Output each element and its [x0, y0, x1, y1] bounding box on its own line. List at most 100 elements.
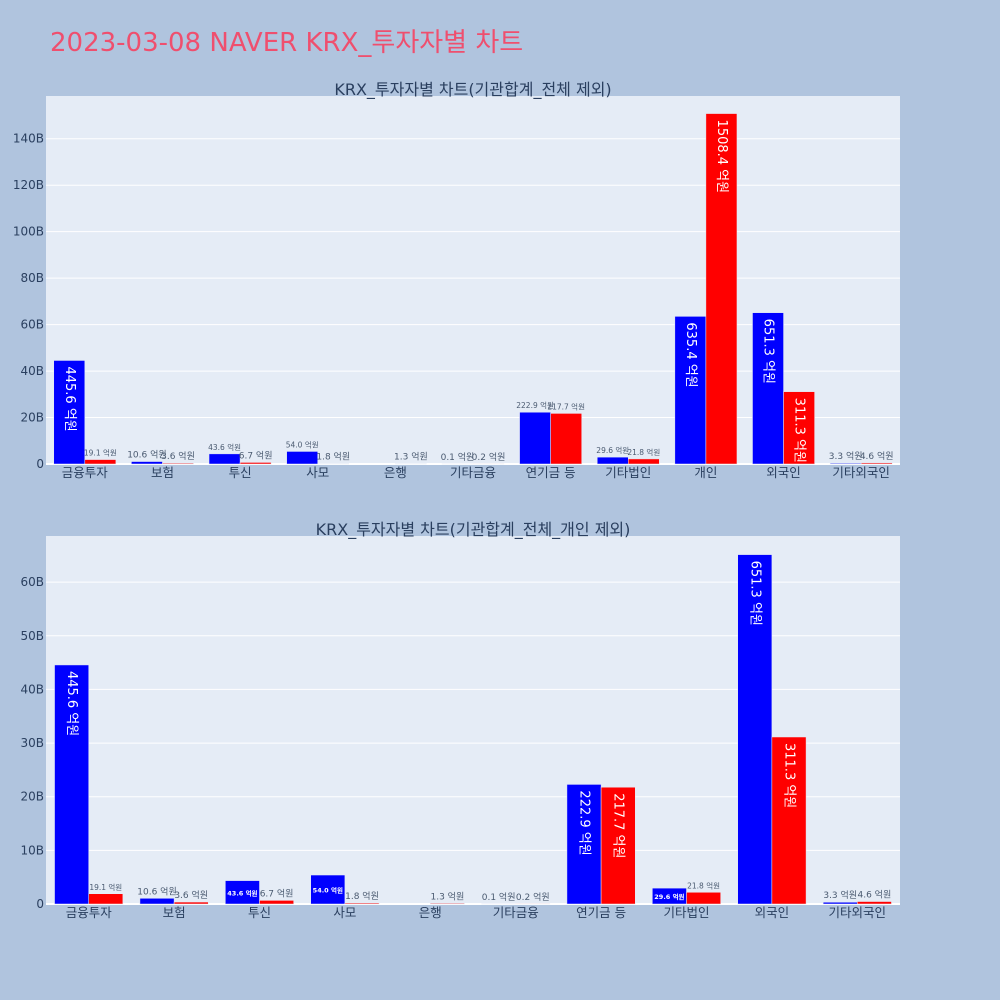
- chart-panel-bottom: KRX_투자자별 차트(기관합계_전체_개인 제외) 0 10B 20B 30B 40B 5…: [20, 520, 900, 920]
- y-tick-label: 140B: [13, 132, 44, 146]
- data-label: 4.6 억원: [858, 889, 892, 901]
- x-tick-label: 기타법인: [663, 905, 709, 920]
- y-tick-label: 40B: [20, 682, 44, 696]
- bar-sell: [430, 903, 465, 905]
- data-label: 4.6 억원: [860, 450, 894, 462]
- data-label: 43.6 억원: [227, 888, 257, 897]
- bar-sell: [628, 458, 660, 465]
- bar-sell: [686, 892, 721, 905]
- data-label: 651.3 억원: [761, 319, 776, 384]
- y-tick-label: 40B: [20, 364, 44, 378]
- data-label: 1.3 억원: [431, 890, 465, 902]
- chart-panel-top: KRX_투자자별 차트(기관합계_전체 제외) 0 20B 40B 60B 80B 100B…: [13, 80, 900, 480]
- x-tick-label: 기타금융: [493, 905, 539, 920]
- bar-buy: [54, 664, 89, 905]
- bar-buy: [208, 453, 241, 465]
- x-tick-label: 사모: [333, 905, 356, 920]
- data-label: 217.7 억원: [611, 793, 626, 858]
- x-tick-label: 사모: [306, 465, 329, 480]
- x-tick-label: 금융투자: [66, 905, 113, 920]
- data-label: 445.6 억원: [62, 366, 77, 431]
- bar-sell: [705, 113, 738, 465]
- data-label: 10.6 억원: [137, 885, 176, 897]
- x-tick-label: 보험: [151, 465, 174, 480]
- bar-sell: [259, 900, 294, 905]
- x-tick-label: 기타금융: [450, 465, 496, 480]
- data-label: 1.8 억원: [345, 890, 379, 902]
- bar-sell: [84, 459, 117, 465]
- x-tick-label: 외국인: [766, 465, 801, 480]
- x-tick-label: 연기금 등: [576, 905, 626, 920]
- data-label: 651.3 억원: [747, 561, 762, 626]
- y-tick-label: 50B: [20, 629, 44, 643]
- bar-sell: [600, 786, 636, 905]
- bar-buy: [822, 901, 858, 905]
- x-tick-label: 개인: [694, 465, 717, 480]
- data-label: 0.2 억원: [516, 891, 550, 903]
- bar-sell: [344, 902, 380, 905]
- y-tick-label: 100B: [13, 225, 44, 239]
- data-label: 0.1 억원: [482, 891, 516, 903]
- bar-buy: [53, 360, 86, 465]
- data-label: 21.8 억원: [627, 448, 660, 457]
- bar-buy: [286, 451, 318, 465]
- data-label: 3.6 억원: [161, 450, 195, 462]
- bar-sell: [783, 391, 815, 465]
- data-label: 54.0 억원: [286, 440, 319, 449]
- page-title: 2023-03-08 NAVER KRX_투자자별 차트: [50, 28, 524, 58]
- data-label: 6.7 억원: [260, 887, 294, 899]
- bar-sell: [239, 462, 272, 465]
- data-label: 445.6 억원: [64, 671, 79, 736]
- bar-buy: [225, 880, 260, 905]
- bar-sell: [88, 893, 124, 905]
- y-tick-label: 30B: [20, 736, 44, 750]
- y-tick-label: 20B: [20, 790, 44, 804]
- bar-sell: [857, 901, 892, 905]
- data-label: 19.1 억원: [84, 449, 117, 458]
- bar-buy: [829, 462, 862, 465]
- data-label: 222.9 억원: [577, 790, 592, 855]
- bar-buy: [519, 411, 551, 465]
- bar-sell: [860, 462, 893, 465]
- x-tick-label: 외국인: [755, 905, 790, 920]
- x-tick-label: 은행: [419, 905, 442, 920]
- x-tick-label: 보험: [163, 905, 186, 920]
- data-label: 29.6 억원: [654, 892, 684, 901]
- y-tick-label: 60B: [20, 318, 44, 332]
- bar-sell: [162, 462, 194, 465]
- y-tick-label: 120B: [13, 178, 44, 192]
- x-tick-label: 기타외국인: [829, 905, 887, 920]
- bar-buy: [566, 784, 602, 905]
- data-label: 0.2 억원: [472, 451, 506, 463]
- data-label: 311.3 억원: [781, 743, 796, 808]
- x-tick-label: 기타외국인: [832, 465, 890, 480]
- data-label: 54.0 억원: [313, 886, 343, 895]
- x-tick-label: 연기금 등: [526, 465, 576, 480]
- bar-buy: [131, 461, 163, 465]
- data-label: 21.8 억원: [687, 881, 720, 890]
- data-label: 0.1 억원: [441, 451, 475, 463]
- x-tick-label: 금융투자: [62, 465, 109, 480]
- bar-sell: [550, 413, 582, 465]
- data-label: 3.3 억원: [823, 889, 857, 901]
- data-label: 1.3 억원: [394, 451, 428, 463]
- data-label: 217.7 억원: [547, 402, 585, 411]
- y-tick-label: 60B: [20, 575, 44, 589]
- data-label: 6.7 억원: [239, 449, 273, 461]
- data-label: 19.1 억원: [89, 883, 122, 892]
- data-label: 10.6 억원: [127, 449, 166, 461]
- y-tick-label: 10B: [20, 843, 44, 857]
- chart-title: KRX_투자자별 차트(기관합계_전체_개인 제외): [316, 520, 631, 540]
- bar-buy: [737, 554, 773, 905]
- y-tick-label: 80B: [20, 271, 44, 285]
- bar-buy: [310, 874, 346, 905]
- bar-buy: [596, 456, 629, 465]
- data-label: 635.4 억원: [683, 322, 698, 387]
- data-label: 43.6 억원: [208, 443, 241, 452]
- data-label: 222.9 억원: [516, 401, 554, 410]
- y-tick-label: 20B: [20, 411, 44, 425]
- y-tick-label: 0: [36, 897, 44, 911]
- data-label: 1.8 억원: [316, 451, 350, 463]
- data-label: 3.6 억원: [174, 889, 208, 901]
